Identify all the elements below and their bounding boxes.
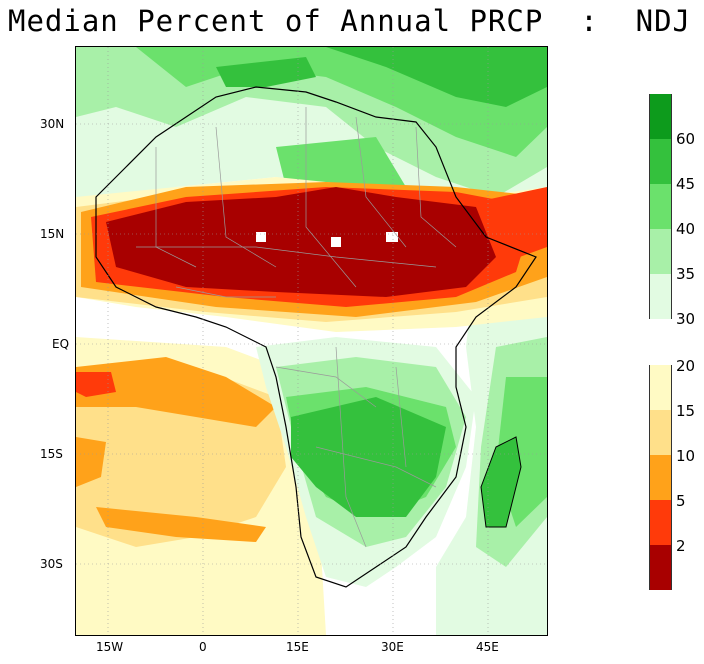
colorbar-dry-swatch-20 (649, 365, 672, 410)
colorbar-dry-label-2: 2 (676, 537, 686, 555)
africa-coastline (95, 86, 537, 588)
med-wet-high (216, 57, 316, 87)
country-borders (136, 107, 457, 548)
colorbar-wet-label-30: 30 (676, 310, 696, 328)
colorbar-dry-label-5: 5 (676, 492, 686, 510)
no-data-spot (386, 232, 398, 242)
colorbar-wet-label-60: 60 (676, 130, 696, 148)
colorbar-dry-swatch-10 (649, 455, 672, 500)
no-data-spot (256, 232, 266, 242)
colorbar-wet-swatch-35 (649, 229, 672, 274)
colorbar-dry-label-10: 10 (676, 447, 696, 465)
colorbar-wet-swatch-30 (649, 274, 672, 319)
lat-label-eq: EQ (52, 337, 70, 351)
lat-label-30n: 30N (40, 117, 65, 131)
map-panel (75, 46, 548, 636)
lon-label-0: 0 (199, 640, 207, 654)
lat-label-15s: 15S (40, 447, 63, 461)
colorbar-dry-swatch-15 (649, 410, 672, 455)
south-atlantic-very-dry-blob (76, 372, 116, 397)
madagascar (480, 436, 522, 528)
lon-label-30e: 30E (381, 640, 404, 654)
map-title: Median Percent of Annual PRCP : NDJ (8, 4, 692, 38)
colorbar-wet-swatch-40 (649, 184, 672, 229)
graticule (76, 47, 547, 635)
precip-map (76, 47, 547, 635)
lon-label-45e: 45E (476, 640, 499, 654)
colorbar-wet-label-45: 45 (676, 175, 696, 193)
colorbar-wet-label-35: 35 (676, 265, 696, 283)
colorbar-dry-swatch-5 (649, 500, 672, 545)
lon-label-15e: 15E (286, 640, 309, 654)
colorbar-dry-label-20: 20 (676, 357, 696, 375)
colorbar-dry-swatch-2 (649, 545, 672, 590)
arabia-dry (476, 187, 547, 262)
sahel-extreme-dry (106, 187, 496, 297)
north-wet-high (326, 47, 547, 107)
lat-label-30s: 30S (40, 557, 63, 571)
colorbar-wet-label-40: 40 (676, 220, 696, 238)
lat-label-15n: 15N (40, 227, 65, 241)
colorbar-wet-swatch-60 (649, 94, 672, 139)
lon-label-15w: 15W (96, 640, 124, 654)
south-atlantic-dry-shading (76, 357, 276, 427)
south-atlantic-dry-band (96, 507, 266, 542)
south-africa-wet-high (291, 397, 446, 517)
colorbar-dry-label-15: 15 (676, 402, 696, 420)
no-data-spot (331, 237, 341, 247)
south-atlantic-dry-spot (76, 437, 106, 487)
colorbar-wet-swatch-45 (649, 139, 672, 184)
